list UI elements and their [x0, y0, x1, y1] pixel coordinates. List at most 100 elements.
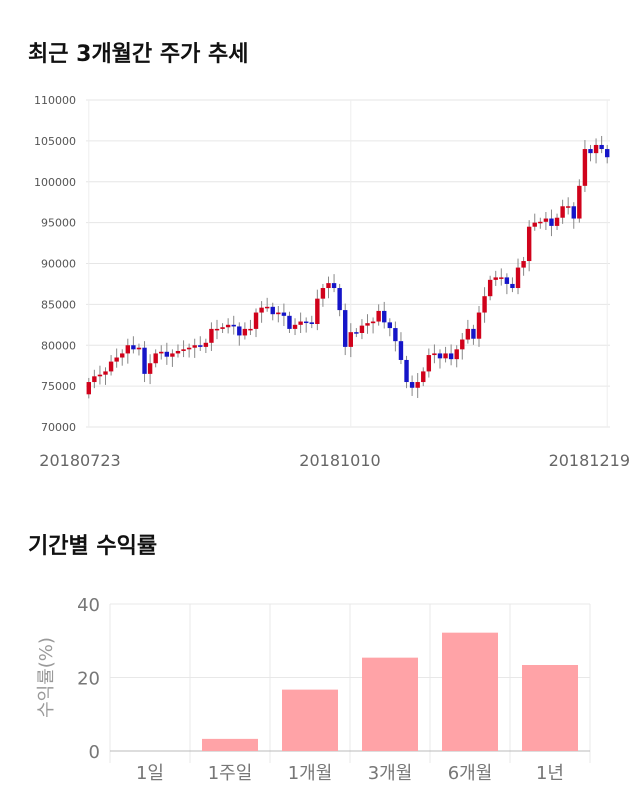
candle-body	[164, 351, 170, 357]
return-x-tick-label: 6개월	[448, 763, 493, 784]
return-y-tick-label: 0	[89, 742, 100, 763]
candle-body	[577, 185, 582, 219]
candle-body	[499, 277, 504, 279]
candle-body	[393, 328, 398, 342]
candle-body	[532, 222, 537, 227]
candle-body	[120, 353, 125, 358]
candle-body	[471, 328, 476, 339]
candle-body	[432, 353, 437, 356]
price-y-tick-label: 90000	[41, 258, 76, 271]
candle-body	[565, 206, 571, 208]
price-y-tick-label: 85000	[41, 298, 76, 311]
candle-body	[554, 217, 560, 226]
candle-body	[92, 376, 97, 383]
candle-body	[209, 328, 214, 343]
candle-body	[270, 306, 275, 315]
candle-body	[521, 261, 526, 268]
candle-body	[376, 310, 381, 322]
candle-body	[599, 144, 604, 150]
candle-body	[348, 332, 353, 347]
candlestick-chart: 70000 75000 80000 85000 90000 95000 100000 1050…	[34, 94, 630, 470]
price-y-tick-label: 95000	[41, 217, 76, 230]
candle-body	[315, 298, 320, 324]
price-x-tick-label: 20181010	[299, 451, 380, 470]
candle-body	[365, 323, 370, 326]
candle-body	[543, 218, 549, 222]
price-candles	[86, 135, 610, 399]
candle-body	[303, 321, 309, 324]
price-y-tick-label: 80000	[41, 339, 76, 352]
candle-body	[560, 206, 565, 218]
price-x-tick-label: 20181219	[549, 451, 630, 470]
price-y-axis: 70000 75000 80000 85000 90000 95000 100000 1050…	[34, 94, 76, 434]
candle-body	[125, 345, 131, 354]
candle-body	[448, 353, 454, 360]
candle-body	[220, 327, 225, 329]
candle-body	[443, 353, 448, 359]
candle-body	[103, 371, 108, 375]
candle-body	[510, 283, 515, 289]
return-bar-chart: 0 20 40 1일 1주일 1개월 3개월 6개월 1년 수익률(%)	[36, 595, 591, 784]
candle-body	[404, 359, 409, 383]
candle-body	[175, 350, 181, 354]
candle-body	[465, 328, 471, 340]
candle-body	[159, 351, 164, 354]
candle-body	[198, 345, 203, 347]
price-x-tick-label: 20180723	[39, 451, 120, 470]
candle-body	[331, 283, 337, 289]
candle-body	[214, 328, 220, 331]
candle-body	[242, 328, 248, 336]
candle-body	[382, 310, 387, 323]
return-bar	[442, 632, 498, 751]
candle-body	[203, 342, 209, 347]
candle-body	[359, 325, 365, 333]
return-bar	[282, 689, 338, 751]
candle-body	[493, 277, 498, 280]
return-x-tick-label: 1주일	[208, 763, 253, 784]
return-bar	[362, 657, 418, 751]
candle-body	[370, 321, 376, 324]
candle-body	[136, 347, 142, 350]
candle-body	[476, 312, 482, 339]
candle-body	[225, 324, 231, 328]
candle-body	[309, 322, 314, 324]
return-bar	[522, 665, 578, 751]
price-chart-title: 최근 3개월간 주가 추세	[28, 42, 249, 67]
candle-body	[354, 332, 359, 334]
candle-body	[186, 347, 192, 350]
candle-body	[593, 144, 599, 154]
return-x-tick-label: 3개월	[368, 763, 413, 784]
candle-body	[192, 345, 197, 348]
return-bar	[202, 738, 258, 751]
candle-body	[292, 324, 298, 329]
candle-body	[582, 149, 588, 186]
candle-body	[86, 382, 91, 395]
price-grid	[86, 99, 610, 428]
candle-body	[147, 363, 153, 374]
candle-body	[281, 312, 287, 316]
return-y-axis-label: 수익률(%)	[36, 637, 57, 718]
candle-body	[170, 353, 175, 357]
return-chart-title: 기간별 수익률	[28, 534, 158, 559]
price-y-tick-label: 110000	[34, 94, 76, 107]
candle-body	[415, 382, 420, 388]
candle-body	[437, 353, 443, 359]
price-y-tick-label: 75000	[41, 380, 76, 393]
candle-body	[253, 312, 259, 329]
candle-body	[97, 374, 103, 377]
candle-body	[515, 267, 521, 289]
candle-body	[487, 279, 493, 297]
candle-body	[538, 221, 543, 224]
return-x-tick-label: 1일	[136, 763, 164, 784]
candle-body	[237, 326, 242, 336]
return-x-tick-label: 1년	[536, 763, 564, 784]
candle-body	[181, 349, 186, 351]
candle-body	[504, 277, 510, 284]
candle-body	[108, 361, 114, 372]
candle-body	[320, 288, 326, 299]
candle-body	[298, 321, 303, 325]
candle-body	[409, 382, 415, 388]
return-grid	[109, 603, 591, 763]
candle-body	[482, 296, 487, 313]
candle-body	[287, 315, 292, 329]
